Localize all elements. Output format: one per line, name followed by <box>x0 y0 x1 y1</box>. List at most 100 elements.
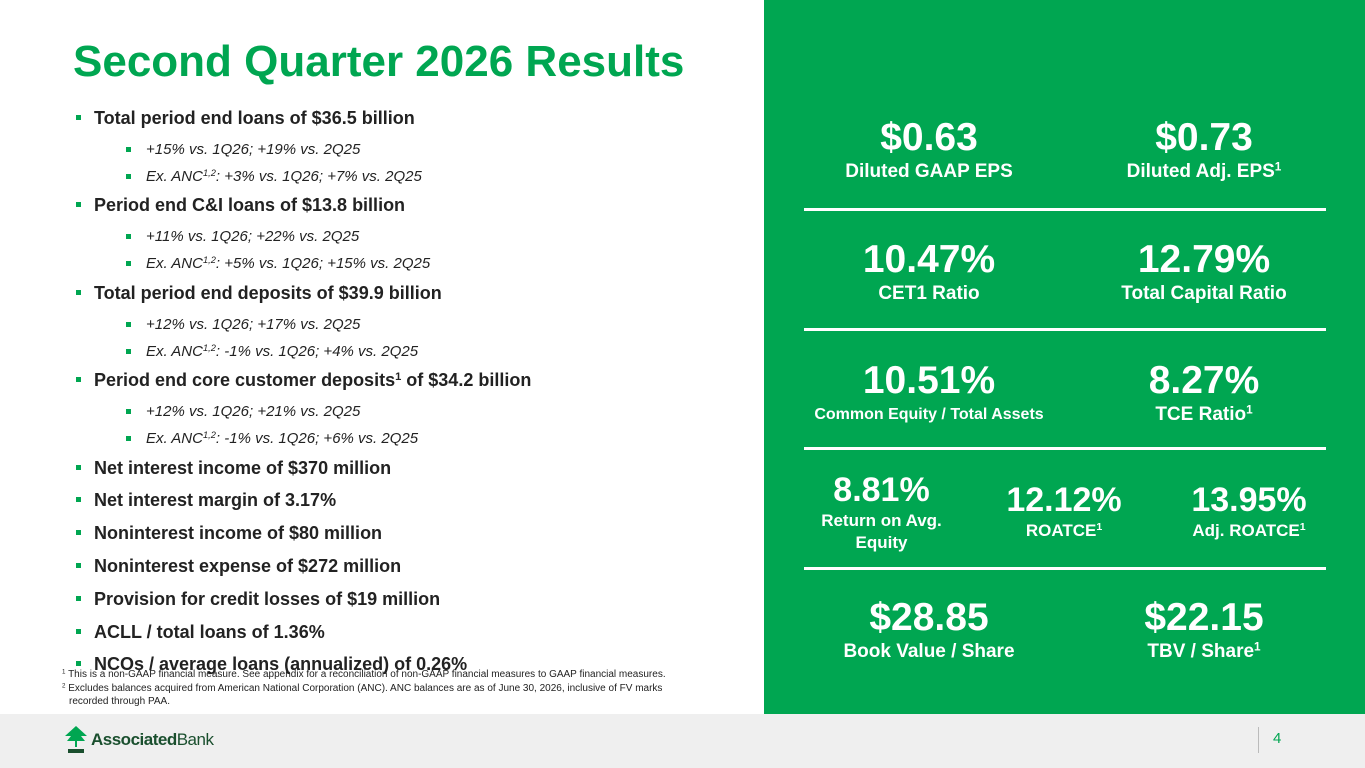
page-number-divider <box>1258 727 1259 753</box>
footnote-ref: 1 <box>1299 521 1306 534</box>
footnotes: 1 This is a non-GAAP financial measure. … <box>62 668 762 709</box>
bullet-text-suffix: : -1% vs. 1Q26; +4% vs. 2Q25 <box>215 342 419 360</box>
kpi-value: $0.63 <box>880 116 978 159</box>
footnote-ref: 1 <box>395 371 402 384</box>
bullet-text: +11% vs. 1Q26; +22% vs. 2Q25 <box>146 228 360 246</box>
bullet-marker <box>126 146 131 152</box>
bullet-text-prefix: Ex. ANC <box>146 430 203 448</box>
bullet-text-suffix: : -1% vs. 1Q26; +6% vs. 2Q25 <box>215 430 419 448</box>
bullet-marker <box>126 174 131 180</box>
kpi-label-wrap: ROATCE1 <box>984 520 1144 542</box>
kpi-value: 8.81% <box>833 471 930 509</box>
footnote-ref: 1 <box>1096 521 1103 534</box>
bullet-marker <box>126 321 131 327</box>
kpi-return-on-avg-equity: 8.81% Return on Avg. Equity <box>804 470 959 554</box>
bullet-item: Period end core customer deposits1 of $3… <box>76 365 756 398</box>
kpi-label: Adj. ROATCE <box>1192 521 1300 540</box>
bullet-marker <box>126 436 131 442</box>
bullet-marker <box>76 497 81 503</box>
bullet-text: Net interest margin of 3.17% <box>94 490 337 511</box>
kpi-roatce: 12.12% ROATCE1 <box>984 480 1144 542</box>
kpi-value: $22.15 <box>1144 596 1264 639</box>
footnote-ref: 1,2 <box>202 167 216 178</box>
footnote-ref: 1 <box>1274 160 1282 174</box>
footnote-ref: 1,2 <box>202 342 216 353</box>
footnote-ref: 1,2 <box>202 430 216 441</box>
bullet-marker <box>126 348 131 354</box>
logo-wordmark-bold: Associated <box>91 730 177 749</box>
footnote-ref: 1 <box>1246 403 1253 417</box>
bullet-marker <box>76 661 81 667</box>
kpi-label-wrap: Adj. ROATCE1 <box>1164 520 1334 542</box>
bullet-marker <box>76 289 81 295</box>
sub-bullet-item: +12% vs. 1Q26; +17% vs. 2Q25 <box>76 311 756 338</box>
bullet-item: NCOs / average loans (annualized) of 0.2… <box>76 649 756 682</box>
kpi-label-wrap: TBV / Share1 <box>1089 640 1319 664</box>
kpi-divider <box>804 208 1326 211</box>
bullet-text: Noninterest expense of $272 million <box>94 555 402 576</box>
kpi-adj-roatce: 13.95% Adj. ROATCE1 <box>1164 480 1334 542</box>
kpi-label: Diluted GAAP EPS <box>845 161 1013 182</box>
bullet-item: Total period end loans of $36.5 billion <box>76 103 756 136</box>
sub-bullet-item: Ex. ANC1,2: +5% vs. 1Q26; +15% vs. 2Q25 <box>76 250 756 277</box>
sub-bullet-item: +11% vs. 1Q26; +22% vs. 2Q25 <box>76 223 756 250</box>
bullet-item: Noninterest expense of $272 million <box>76 551 756 584</box>
kpi-label: TBV / Share <box>1147 641 1255 662</box>
bullet-text: ACLL / total loans of 1.36% <box>94 621 325 642</box>
bullet-item: Period end C&I loans of $13.8 billion <box>76 190 756 223</box>
footnote-number: 2 <box>62 682 66 690</box>
bullet-text-suffix: : +5% vs. 1Q26; +15% vs. 2Q25 <box>215 255 431 273</box>
footnote-ref: 1,2 <box>202 255 216 266</box>
kpi-label-wrap: TCE Ratio1 <box>1089 403 1319 427</box>
bullet-text: +15% vs. 1Q26; +19% vs. 2Q25 <box>146 140 361 158</box>
bullet-item: Provision for credit losses of $19 milli… <box>76 584 756 617</box>
kpi-value: $0.73 <box>1155 116 1253 159</box>
bullet-text-suffix: of $34.2 billion <box>401 370 532 391</box>
bullet-marker <box>126 408 131 414</box>
bullet-item: Noninterest income of $80 million <box>76 518 756 551</box>
kpi-label: Common Equity / Total Assets <box>814 406 1044 423</box>
bullet-text: NCOs / average loans (annualized) of 0.2… <box>94 654 468 675</box>
footnote-number: 1 <box>62 668 66 676</box>
kpi-value: 12.79% <box>1137 238 1271 281</box>
bullet-text: Provision for credit losses of $19 milli… <box>94 588 441 609</box>
logo-wordmark-thin: Bank <box>176 730 214 749</box>
kpi-value: 8.27% <box>1148 359 1260 402</box>
kpi-label: ROATCE <box>1025 521 1097 540</box>
bullet-text-prefix: Ex. ANC <box>146 255 203 273</box>
bullet-marker <box>76 628 81 634</box>
kpi-tce-ratio: 8.27% TCE Ratio1 <box>1089 359 1319 427</box>
footnote-2-continuation: recorded through PAA. <box>69 696 170 707</box>
logo-mark-icon <box>65 726 87 753</box>
sub-bullet-item: Ex. ANC1,2: +3% vs. 1Q26; +7% vs. 2Q25 <box>76 163 756 190</box>
kpi-panel: $0.63 Diluted GAAP EPS $0.73 Diluted Adj… <box>764 0 1365 714</box>
kpi-diluted-gaap-eps: $0.63 Diluted GAAP EPS <box>814 116 1044 184</box>
bullet-marker <box>126 261 131 267</box>
bullet-text: Period end C&I loans of $13.8 billion <box>94 195 406 216</box>
bullet-item: Net interest income of $370 million <box>76 453 756 486</box>
kpi-label: Return on Avg. Equity <box>821 511 942 552</box>
bullet-text-prefix: Ex. ANC <box>146 168 203 186</box>
bullet-marker <box>76 464 81 470</box>
sub-bullet-item: +12% vs. 1Q26; +21% vs. 2Q25 <box>76 398 756 425</box>
footnote-text: Excludes balances acquired from American… <box>68 682 663 694</box>
bullet-marker <box>76 115 81 120</box>
kpi-value: 10.47% <box>862 238 996 281</box>
kpi-total-capital-ratio: 12.79% Total Capital Ratio <box>1089 238 1319 306</box>
bullet-text: Total period end loans of $36.5 billion <box>94 108 415 128</box>
bullet-marker <box>126 234 131 240</box>
bullet-text: Total period end deposits of $39.9 billi… <box>94 282 442 303</box>
slide-title: Second Quarter 2026 Results <box>73 37 685 86</box>
kpi-book-value-per-share: $28.85 Book Value / Share <box>814 596 1044 664</box>
bullet-text: +12% vs. 1Q26; +21% vs. 2Q25 <box>146 402 361 420</box>
bullet-marker <box>76 562 81 568</box>
bullet-item: Net interest margin of 3.17% <box>76 485 756 518</box>
footnote-2: 2 Excludes balances acquired from Americ… <box>62 682 762 696</box>
kpi-label: Total Capital Ratio <box>1121 283 1287 304</box>
bullet-text: Net interest income of $370 million <box>94 457 392 478</box>
bullet-text: Noninterest income of $80 million <box>94 523 383 544</box>
associated-bank-logo: AssociatedBank <box>64 723 214 757</box>
bullet-text: +12% vs. 1Q26; +17% vs. 2Q25 <box>146 315 361 333</box>
bullet-text-prefix: Period end core customer deposits <box>94 370 396 391</box>
results-bullet-list: Total period end loans of $36.5 billion … <box>76 103 756 682</box>
